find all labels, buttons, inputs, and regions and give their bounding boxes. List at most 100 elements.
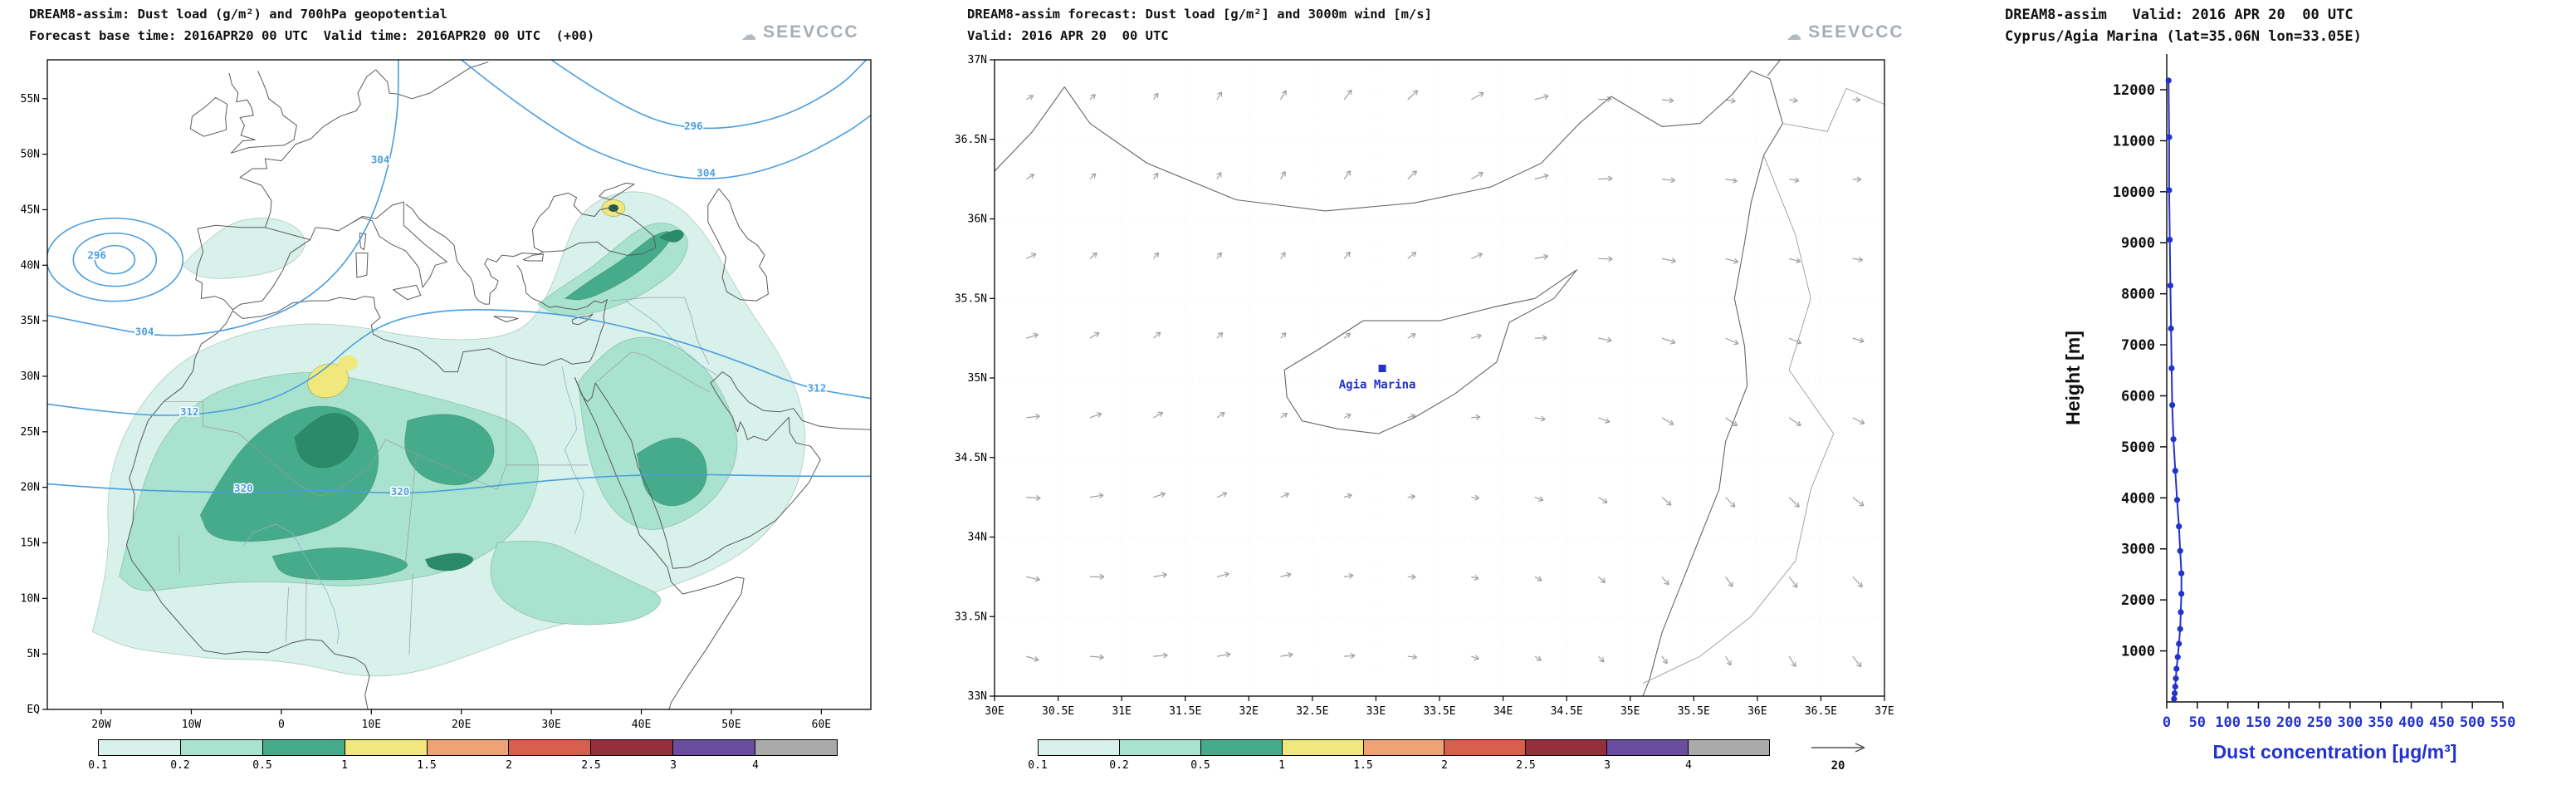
colorbar-label: 0.5 <box>252 759 272 772</box>
lon-tick-label: 35E <box>1620 705 1640 718</box>
profile-point <box>2177 547 2183 554</box>
wind-reference-arrow: 20 <box>1811 743 1865 773</box>
lon-tick-label: 35.5E <box>1678 705 1710 718</box>
profile-point <box>2167 282 2174 289</box>
seevccc-logo: ☁ SEEVCCC <box>1787 20 1904 45</box>
lat-tick-label: 30N <box>21 370 40 383</box>
lat-tick-label: 37N <box>968 54 987 66</box>
concentration-tick-label: 350 <box>2368 714 2393 731</box>
colorbar-segment <box>427 740 510 755</box>
profile-point <box>2166 134 2173 140</box>
geopotential-contour-label: 296 <box>87 248 106 261</box>
lat-tick-label: 33N <box>968 690 987 703</box>
wind-arrows <box>1025 89 1865 668</box>
y-axis-label: Height [m] <box>2062 331 2084 425</box>
cloud-icon: ☁ <box>741 17 757 47</box>
colorbar-segment <box>509 740 592 755</box>
colorbar-label: 2 <box>506 759 512 772</box>
lat-tick-label: 50N <box>21 149 40 161</box>
lat-tick-label: 25N <box>21 426 40 439</box>
lon-tick-label: 20W <box>91 719 111 731</box>
height-tick-label: 12000 <box>2113 82 2155 99</box>
height-tick-label: 6000 <box>2121 388 2155 405</box>
colorbar-segment <box>99 740 181 755</box>
lon-tick-label: 34.5E <box>1551 705 1583 718</box>
profile-point <box>2173 497 2181 503</box>
profile-point <box>2168 365 2175 371</box>
profile-point <box>2171 689 2178 697</box>
concentration-tick-label: 100 <box>2215 714 2241 731</box>
height-tick-label: 1000 <box>2121 644 2155 660</box>
colorbar-segment <box>1689 740 1770 755</box>
geopotential-contour-label: 320 <box>391 485 410 498</box>
profile-point <box>2169 401 2176 409</box>
mid-map-title: DREAM8-assim forecast: Dust load [g/m²] … <box>967 7 1432 22</box>
profile-point <box>2178 609 2184 616</box>
agia-marina-marker <box>1378 365 1386 373</box>
geopotential-contour-label: 304 <box>371 153 390 165</box>
colorbar-segment <box>1119 740 1201 755</box>
lon-tick-label: 30.5E <box>1042 705 1074 718</box>
dust-profile-line <box>2168 80 2183 699</box>
colorbar-segment <box>591 740 674 755</box>
left-map-title: DREAM8-assim: Dust load (g/m²) and 700hP… <box>29 7 447 22</box>
height-tick-label: 7000 <box>2121 337 2155 354</box>
concentration-tick-label: 400 <box>2398 714 2424 731</box>
lat-tick-label: 45N <box>21 204 40 216</box>
dust-load-colorbar: 0.1 0.2 0.5 1 1.5 2 2.5 3 4 <box>88 739 838 779</box>
colorbar-segment <box>180 740 263 755</box>
cloud-icon: ☁ <box>1787 17 1802 47</box>
profile-point <box>2170 436 2177 443</box>
mid-map-subtitle: Valid: 2016 APR 20 00 UTC <box>967 28 1169 43</box>
profile-point <box>2176 640 2183 647</box>
colorbar-label: 2 <box>1441 759 1448 772</box>
lon-tick-label: 33E <box>1366 705 1386 718</box>
concentration-tick-label: 200 <box>2276 714 2302 731</box>
colorbar-label: 0.2 <box>170 759 190 772</box>
wind-reference-label: 20 <box>1831 759 1845 773</box>
profile-point <box>2174 654 2181 660</box>
profile-point <box>2178 570 2185 576</box>
lon-tick-label: 10E <box>362 719 381 731</box>
colorbar-segment <box>1282 740 1364 755</box>
agia-marina-label: Agia Marina <box>1339 379 1416 392</box>
colorbar-segment <box>1607 740 1689 755</box>
profile-point <box>2177 626 2183 632</box>
geopotential-contour-label: 320 <box>234 482 253 494</box>
colorbar-segment <box>673 740 756 755</box>
lat-tick-label: 34.5N <box>955 452 987 464</box>
lon-tick-label: 40E <box>632 719 651 731</box>
height-tick-label: 2000 <box>2121 592 2155 609</box>
left-map-subtitle: Forecast base time: 2016APR20 00 UTC Val… <box>29 28 595 43</box>
profile-point <box>2165 77 2172 84</box>
geopotential-contour-label: 304 <box>697 166 716 179</box>
panel-cyprus-map: DREAM8-assim forecast: Dust load [g/m²] … <box>938 0 1934 785</box>
colorbar-label: 1.5 <box>417 759 437 772</box>
lon-tick-label: 36E <box>1747 705 1767 718</box>
colorbar-segment <box>755 740 838 755</box>
height-tick-label: 3000 <box>2121 542 2155 558</box>
colorbar-label: 3 <box>670 759 677 772</box>
profile-point <box>2173 665 2180 672</box>
lon-tick-label: 32E <box>1239 705 1259 718</box>
logo-text: SEEVCCC <box>1808 22 1904 42</box>
lon-tick-label: 30E <box>541 719 560 731</box>
colorbar-label: 1 <box>1278 759 1285 772</box>
lon-tick-label: 20E <box>452 719 471 731</box>
concentration-tick-label: 0 <box>2163 714 2171 731</box>
lat-tick-label: 33.5N <box>955 611 987 623</box>
profile-subtitle: Cyprus/Agia Marina (lat=35.06N lon=33.05… <box>2005 28 2362 45</box>
concentration-tick-label: 50 <box>2189 714 2206 731</box>
colorbar-label: 4 <box>1685 759 1692 772</box>
concentration-tick-label: 500 <box>2460 714 2486 731</box>
lon-tick-label: 33.5E <box>1423 705 1455 718</box>
lon-tick-label: 0 <box>278 719 285 731</box>
colorbar-label: 3 <box>1604 759 1611 772</box>
height-tick-label: 4000 <box>2121 490 2155 507</box>
colorbar-row <box>1038 739 1770 756</box>
profile-point <box>2166 187 2173 194</box>
profile-point <box>2172 468 2178 474</box>
concentration-tick-label: 550 <box>2490 714 2516 731</box>
profile-point <box>2167 236 2173 243</box>
